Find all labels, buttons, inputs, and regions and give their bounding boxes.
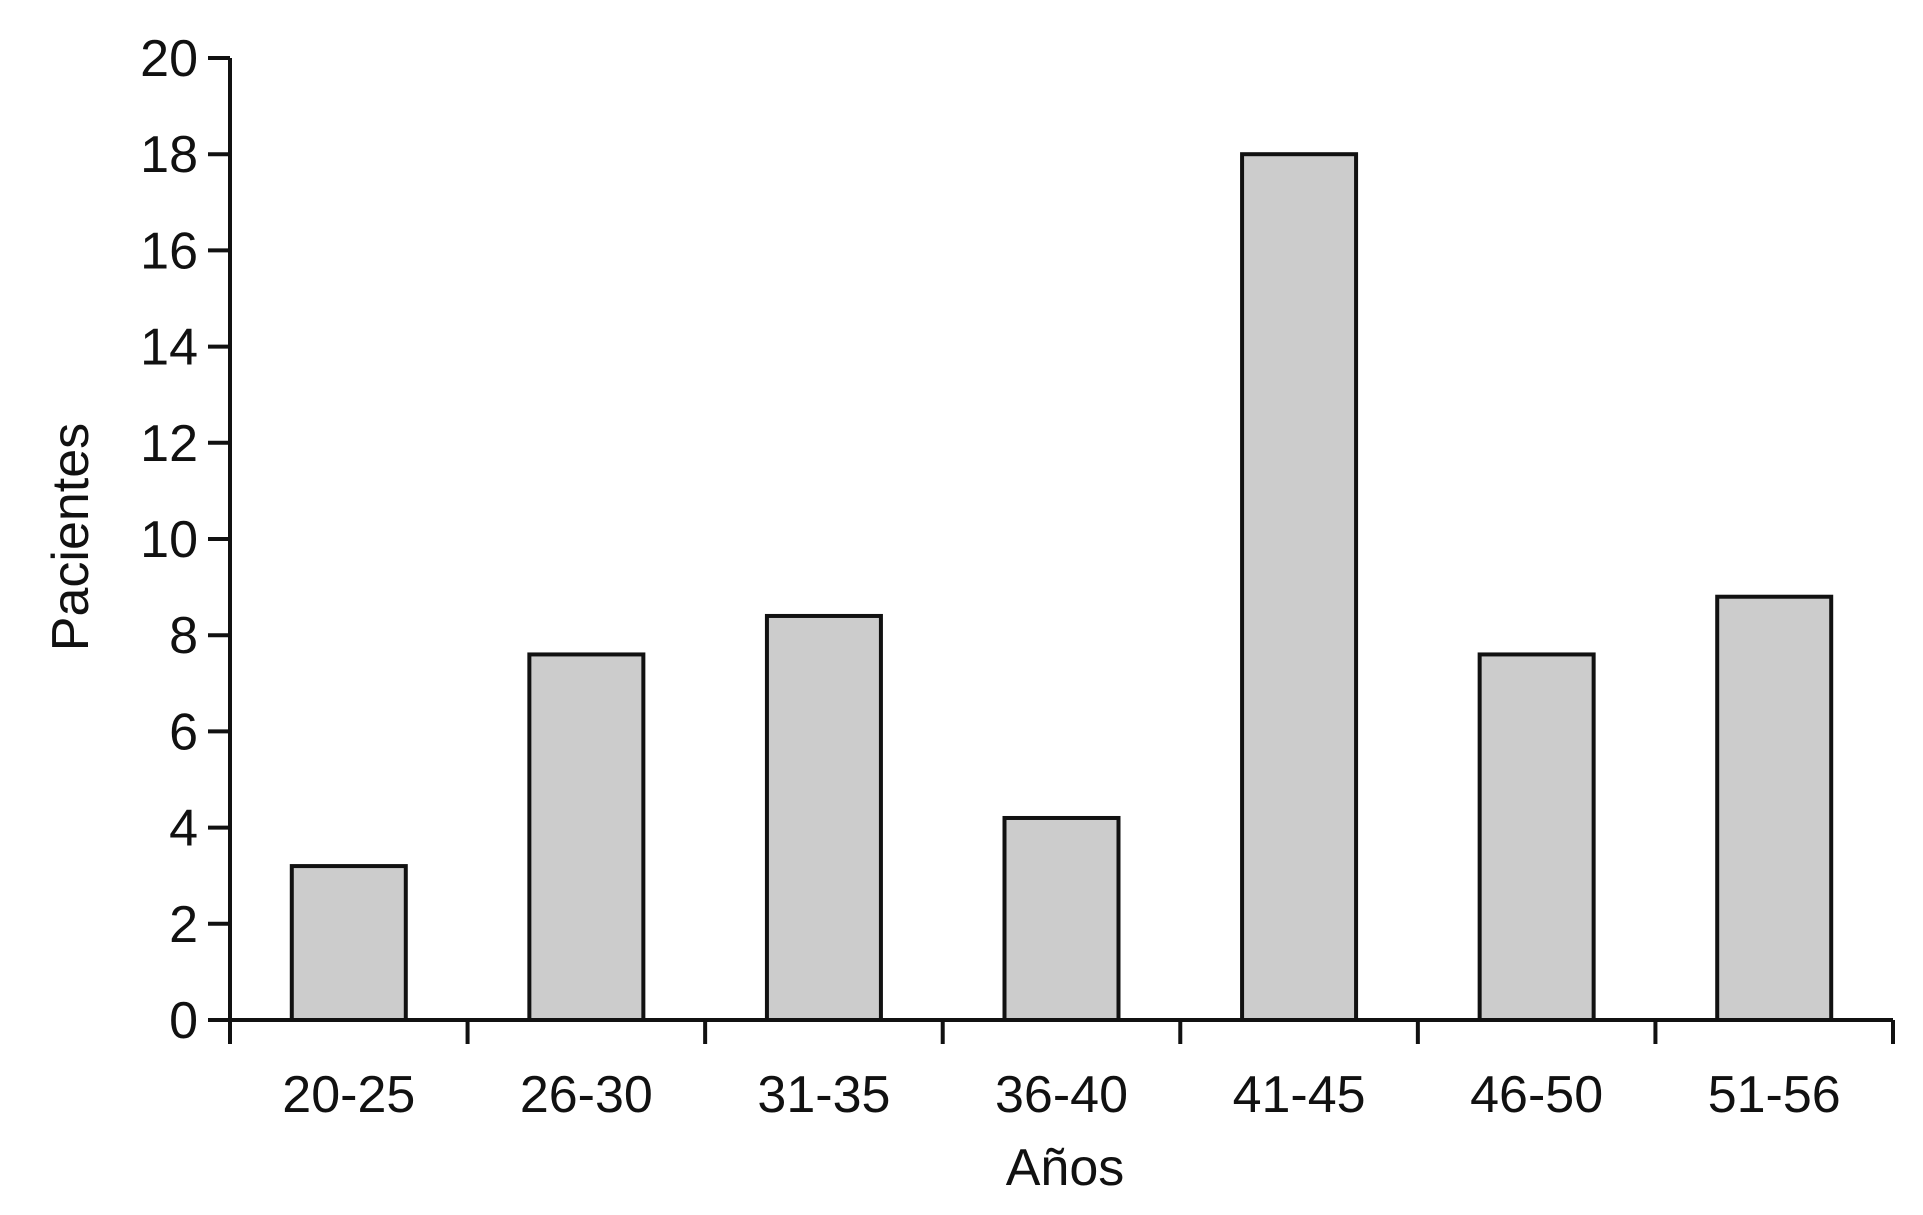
x-tick-label: 26-30 [520, 1066, 653, 1124]
bar-20-25 [289, 864, 408, 1023]
y-axis-title: Pacientes [42, 423, 100, 651]
x-tick-label: 41-45 [1233, 1066, 1366, 1124]
y-tick-label: 16 [140, 222, 198, 280]
y-tick-label: 10 [140, 511, 198, 569]
bar-31-35 [764, 613, 883, 1023]
bar-51-56 [1715, 594, 1834, 1022]
y-tick-label: 14 [140, 319, 198, 377]
y-tick-label: 18 [140, 126, 198, 184]
y-tick-label: 20 [140, 30, 198, 88]
x-tick-label: 51-56 [1708, 1066, 1841, 1124]
y-tick-label: 8 [169, 607, 198, 665]
y-tick-label: 12 [140, 415, 198, 473]
y-tick-label: 4 [169, 800, 198, 858]
x-tick-label: 20-25 [282, 1066, 415, 1124]
bar-46-50 [1477, 652, 1596, 1022]
bar-26-30 [527, 652, 646, 1022]
y-tick-label: 0 [169, 992, 198, 1050]
y-tick-label: 2 [169, 896, 198, 954]
tick-labels: 0 2 4 6 8 10 12 14 16 18 20 20-25 26-30 31-35 36-40 41-… [140, 30, 1841, 1124]
axes [208, 56, 1895, 1044]
bars [289, 152, 1834, 1023]
x-tick-label: 31-35 [757, 1066, 890, 1124]
bar-41-45 [1240, 152, 1359, 1022]
x-tick-label: 46-50 [1470, 1066, 1603, 1124]
x-axis-title: Años [1006, 1139, 1125, 1197]
x-tick-label: 36-40 [995, 1066, 1128, 1124]
bar-36-40 [1002, 815, 1121, 1022]
y-tick-label: 6 [169, 703, 198, 761]
